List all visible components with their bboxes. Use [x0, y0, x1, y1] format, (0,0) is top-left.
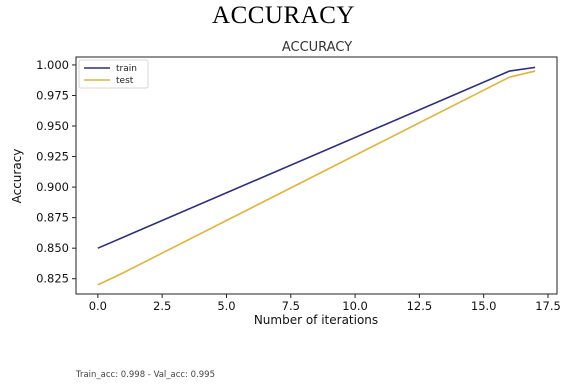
- y-tick-label: 0.875: [36, 211, 69, 225]
- legend: train test: [78, 59, 149, 89]
- legend-box: [78, 59, 149, 89]
- x-axis-label: Number of iterations: [254, 313, 378, 327]
- x-tick-label: 15.0: [471, 299, 497, 313]
- y-axis-ticks: 0.825 0.850 0.875 0.900 0.925 0.950 0.975 1.000: [36, 58, 76, 286]
- chart-title: ACCURACY: [282, 40, 352, 55]
- x-axis-ticks: 0.0 2.5 5.0 7.5 10.0 12.5 15.0 17.5: [89, 294, 561, 313]
- page-heading: ACCURACY: [212, 2, 355, 29]
- accuracy-summary-note: Train_acc: 0.998 - Val_acc: 0.995: [76, 370, 216, 380]
- x-tick-label: 7.5: [282, 299, 300, 313]
- x-tick-label: 12.5: [407, 299, 433, 313]
- series-line-test: [97, 70, 536, 286]
- x-tick-label: 2.5: [153, 299, 171, 313]
- y-tick-label: 0.975: [36, 88, 69, 102]
- x-tick-label: 10.0: [342, 299, 368, 313]
- x-tick-label: 0.0: [89, 299, 107, 313]
- y-tick-label: 0.850: [36, 241, 69, 255]
- x-tick-label: 5.0: [217, 299, 235, 313]
- series-line-train: [97, 66, 536, 249]
- y-tick-label: 0.900: [36, 180, 69, 194]
- y-axis-label: Accuracy: [10, 149, 24, 204]
- y-tick-label: 0.950: [36, 119, 69, 133]
- y-tick-label: 0.925: [36, 150, 69, 164]
- y-tick-label: 0.825: [36, 272, 69, 286]
- series-lines: [97, 66, 536, 286]
- y-tick-label: 1.000: [36, 58, 69, 72]
- x-tick-label: 17.5: [535, 299, 561, 313]
- legend-label-test: test: [116, 76, 134, 86]
- legend-label-train: train: [116, 64, 137, 74]
